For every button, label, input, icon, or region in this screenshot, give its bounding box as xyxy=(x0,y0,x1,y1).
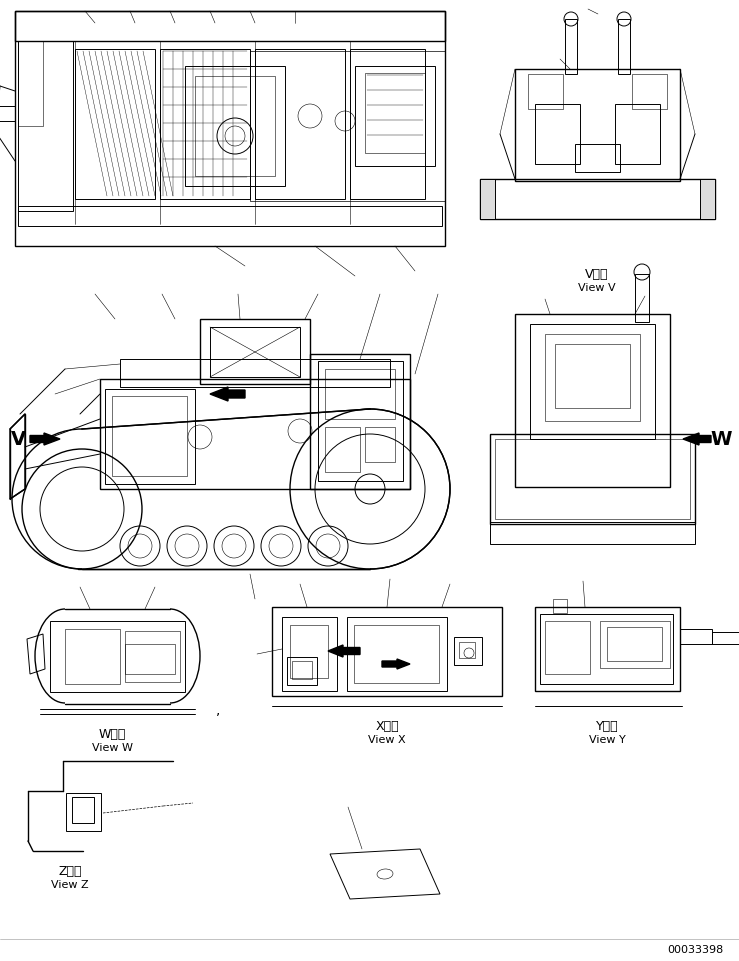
Bar xyxy=(459,642,475,658)
Text: View W: View W xyxy=(92,742,132,752)
Bar xyxy=(600,622,670,669)
Bar xyxy=(18,207,442,227)
Bar xyxy=(250,52,445,202)
Bar xyxy=(66,793,101,831)
Bar xyxy=(515,70,680,182)
Bar xyxy=(454,637,482,665)
Text: View X: View X xyxy=(368,734,406,744)
Text: Z　視: Z 視 xyxy=(58,865,82,877)
Text: W: W xyxy=(710,431,732,449)
Bar xyxy=(112,397,187,477)
Text: Y　視: Y 視 xyxy=(596,720,619,732)
Bar xyxy=(15,12,445,247)
Bar xyxy=(72,798,94,824)
Bar xyxy=(607,628,662,661)
Bar xyxy=(480,180,495,220)
Bar xyxy=(565,20,577,75)
Bar xyxy=(325,428,360,473)
Bar xyxy=(530,325,655,439)
Bar xyxy=(50,622,185,692)
Bar xyxy=(575,145,620,173)
FancyArrow shape xyxy=(328,646,360,657)
Bar xyxy=(120,359,390,387)
Bar xyxy=(528,75,563,110)
Bar xyxy=(292,661,312,679)
Bar xyxy=(515,314,670,487)
Bar xyxy=(355,67,435,167)
Bar xyxy=(185,67,285,186)
Bar xyxy=(535,607,680,691)
Bar xyxy=(287,657,317,685)
Bar xyxy=(18,42,73,211)
Bar xyxy=(65,629,120,684)
Text: W　視: W 視 xyxy=(98,727,126,741)
Bar xyxy=(635,275,649,323)
Bar xyxy=(495,439,690,520)
Bar xyxy=(680,629,712,644)
Bar xyxy=(365,74,425,154)
Bar xyxy=(272,607,502,697)
Text: V: V xyxy=(10,431,26,449)
Bar xyxy=(545,334,640,422)
Bar xyxy=(365,428,395,462)
Bar xyxy=(255,50,345,200)
Bar xyxy=(125,644,175,675)
Bar xyxy=(347,617,447,691)
Text: V　視: V 視 xyxy=(585,268,609,282)
Bar xyxy=(160,50,250,200)
Bar xyxy=(480,180,715,220)
Bar xyxy=(540,614,673,684)
Bar xyxy=(700,180,715,220)
Bar xyxy=(615,105,660,165)
Bar xyxy=(318,361,403,481)
Bar xyxy=(100,380,410,489)
Bar xyxy=(350,50,425,200)
Text: 00033398: 00033398 xyxy=(668,944,724,954)
Bar xyxy=(125,631,180,682)
FancyArrow shape xyxy=(210,387,245,402)
Text: View Z: View Z xyxy=(51,879,89,889)
Bar xyxy=(105,389,195,484)
Bar xyxy=(290,626,328,678)
Text: View Y: View Y xyxy=(589,734,625,744)
Bar xyxy=(535,105,580,165)
Bar xyxy=(195,77,275,177)
Text: ,: , xyxy=(216,702,220,716)
Bar xyxy=(75,50,155,200)
Bar xyxy=(632,75,667,110)
Bar xyxy=(553,600,567,613)
Bar xyxy=(490,434,695,525)
Bar xyxy=(282,617,337,691)
Bar xyxy=(545,622,590,674)
Bar xyxy=(18,42,43,127)
Bar xyxy=(555,345,630,409)
Bar xyxy=(618,20,630,75)
Bar xyxy=(15,12,445,42)
Text: X　視: X 視 xyxy=(375,720,399,732)
Text: View V: View V xyxy=(578,283,616,293)
FancyArrow shape xyxy=(683,433,711,446)
Bar xyxy=(712,632,739,644)
Bar xyxy=(210,328,300,378)
Bar xyxy=(200,320,310,384)
Bar xyxy=(310,355,410,489)
Bar xyxy=(490,523,695,545)
FancyArrow shape xyxy=(382,659,410,669)
Bar xyxy=(325,370,395,420)
Bar xyxy=(354,626,439,683)
FancyArrow shape xyxy=(30,433,60,446)
